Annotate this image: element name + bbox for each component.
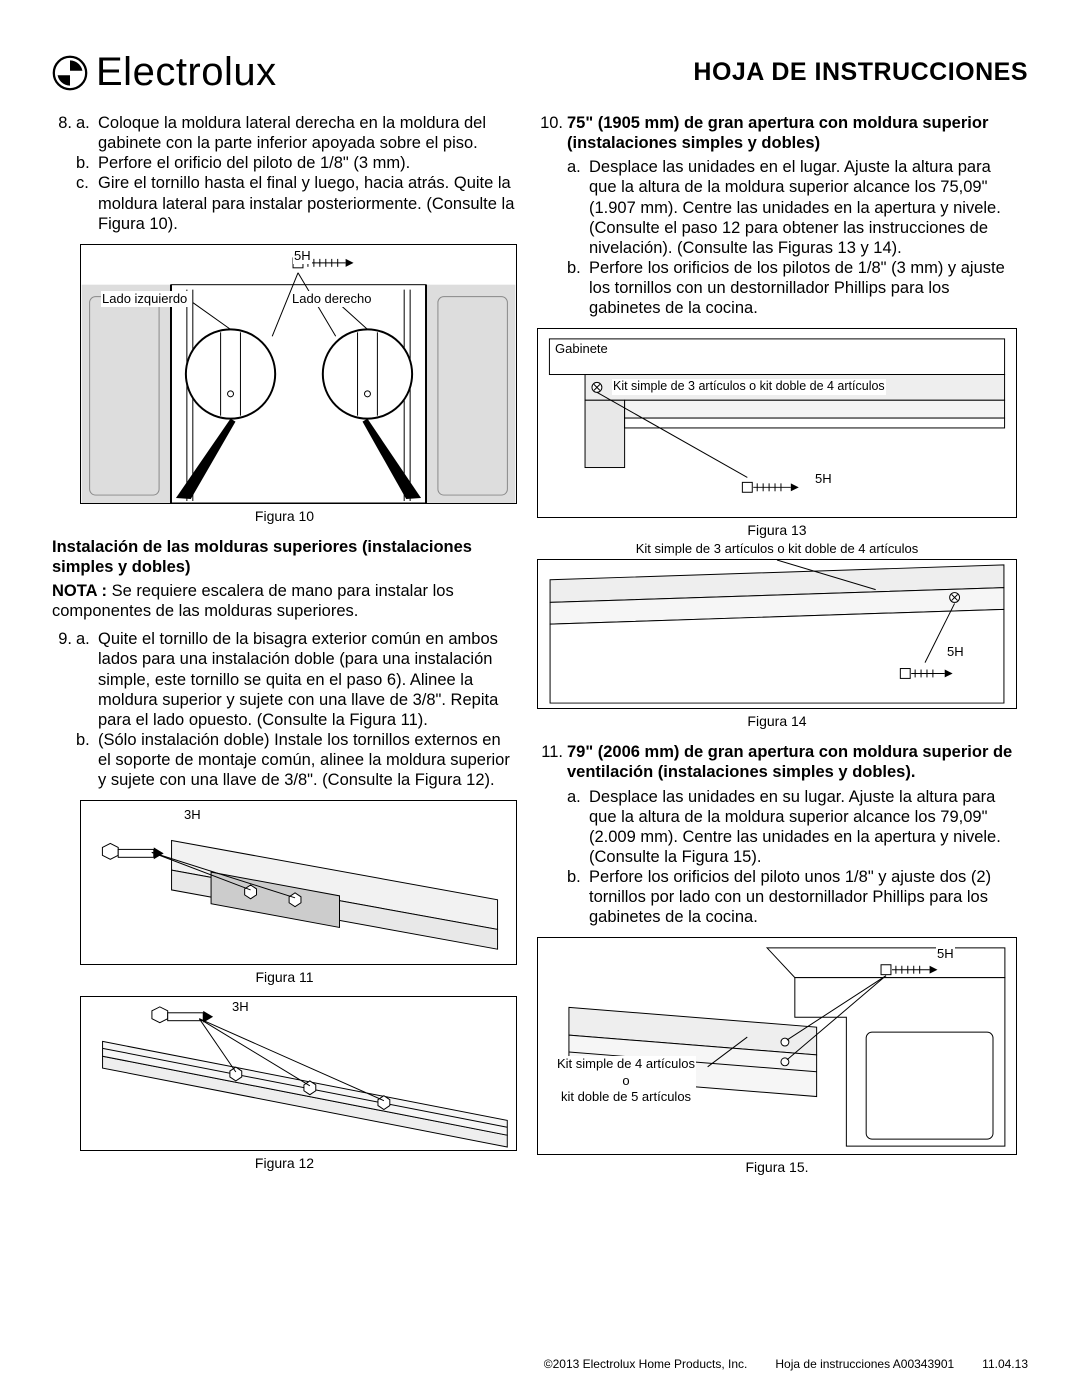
left-column: 8. a. Coloque la moldura lateral derecha… xyxy=(52,113,517,1188)
step-8a: a. Coloque la moldura lateral derecha en… xyxy=(76,113,517,153)
figure-13-caption: Figura 13 xyxy=(537,522,1017,539)
step-11: 11. 79" (2006 mm) de gran apertura con m… xyxy=(537,742,1017,927)
figure-15: 5H Kit simple de 4 artículos o kit doble… xyxy=(537,937,1017,1155)
page-header: Electrolux HOJA DE INSTRUCCIONES xyxy=(52,50,1028,95)
brand-name: Electrolux xyxy=(96,50,277,95)
step-number: 8. xyxy=(52,113,76,234)
step-10-head: 75" (1905 mm) de gran apertura con moldu… xyxy=(567,113,1017,153)
fig13-label-5h: 5H xyxy=(814,471,833,487)
step-11a: a. Desplace las unidades en su lugar. Aj… xyxy=(567,787,1017,868)
note-ladder: NOTA : Se requiere escalera de mano para… xyxy=(52,581,517,621)
step-8b: b. Perfore el orificio del piloto de 1/8… xyxy=(76,153,517,173)
step-11-head: 79" (2006 mm) de gran apertura con moldu… xyxy=(567,742,1017,782)
footer-copyright: ©2013 Electrolux Home Products, Inc. xyxy=(544,1357,748,1371)
fig10-label-left: Lado izquierdo xyxy=(101,291,188,307)
step-9b: b. (Sólo instalación doble) Instale los … xyxy=(76,730,517,790)
figure-12: 3H xyxy=(80,996,517,1151)
footer-date: 11.04.13 xyxy=(982,1357,1028,1371)
step-9: 9. a. Quite el tornillo de la bisagra ex… xyxy=(52,629,517,790)
figure-12-caption: Figura 12 xyxy=(52,1155,517,1172)
fig10-label-5h: 5H xyxy=(293,248,312,264)
fig13-label-kit: Kit simple de 3 artículos o kit doble de… xyxy=(612,379,886,394)
fig14-top-label: Kit simple de 3 artículos o kit doble de… xyxy=(537,541,1017,557)
step-number: 9. xyxy=(52,629,76,790)
step-8: 8. a. Coloque la moldura lateral derecha… xyxy=(52,113,517,234)
step-8c: c. Gire el tornillo hasta el final y lue… xyxy=(76,173,517,233)
figure-10: 5H Lado izquierdo Lado derecho xyxy=(80,244,517,504)
electrolux-logo-icon xyxy=(52,55,88,91)
step-number: 10. xyxy=(537,113,567,318)
figure-10-caption: Figura 10 xyxy=(52,508,517,525)
fig14-label-5h: 5H xyxy=(946,644,965,660)
brand: Electrolux xyxy=(52,50,277,95)
figure-11-caption: Figura 11 xyxy=(52,969,517,986)
figure-15-caption: Figura 15. xyxy=(537,1159,1017,1176)
step-10: 10. 75" (1905 mm) de gran apertura con m… xyxy=(537,113,1017,318)
fig10-label-right: Lado derecho xyxy=(291,291,373,307)
fig11-label-3h: 3H xyxy=(183,807,202,823)
figure-14-caption: Figura 14 xyxy=(537,713,1017,730)
figure-14: 5H xyxy=(537,559,1017,709)
figure-13: Gabinete Kit simple de 3 artículos o kit… xyxy=(537,328,1017,518)
fig12-label-3h: 3H xyxy=(231,999,250,1015)
step-10b: b. Perfore los orificios de los pilotos … xyxy=(567,258,1017,318)
document-title: HOJA DE INSTRUCCIONES xyxy=(693,58,1028,87)
figure-11: 3H xyxy=(80,800,517,965)
fig13-label-gabinete: Gabinete xyxy=(554,341,609,357)
fig15-label-5h: 5H xyxy=(936,946,955,962)
fig15-kit-label: Kit simple de 4 artículos o kit doble de… xyxy=(556,1056,696,1105)
step-11b: b. Perfore los orificios del piloto unos… xyxy=(567,867,1017,927)
step-9a: a. Quite el tornillo de la bisagra exter… xyxy=(76,629,517,730)
subhead-top-moldings: Instalación de las molduras superiores (… xyxy=(52,537,517,577)
footer-docnum: Hoja de instrucciones A00343901 xyxy=(775,1357,954,1371)
page-footer: ©2013 Electrolux Home Products, Inc. Hoj… xyxy=(544,1357,1028,1371)
step-number: 11. xyxy=(537,742,567,927)
right-column: 10. 75" (1905 mm) de gran apertura con m… xyxy=(537,113,1017,1188)
step-10a: a. Desplace las unidades en el lugar. Aj… xyxy=(567,157,1017,258)
